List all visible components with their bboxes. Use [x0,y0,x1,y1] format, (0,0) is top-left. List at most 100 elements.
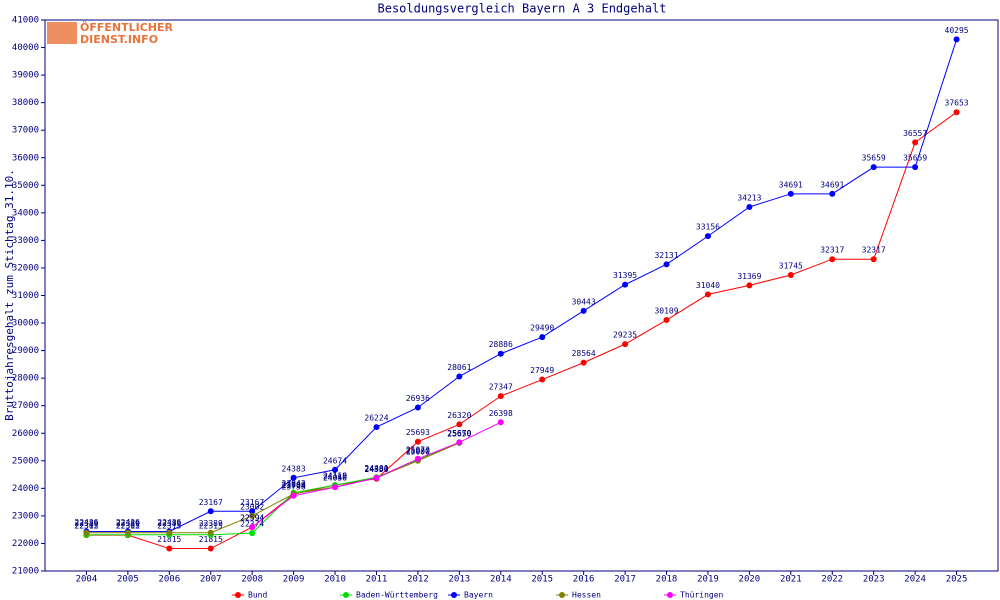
x-tick-label: 2005 [117,575,139,585]
y-tick-label: 34000 [12,208,39,218]
point [414,404,421,411]
point [332,484,339,491]
y-tick-label: 40000 [12,43,39,53]
y-tick-label: 41000 [12,16,39,26]
y-tick-label: 22000 [12,539,39,549]
data-label: 24380 [364,464,388,473]
data-label: 25000 [406,447,430,456]
series-line [86,441,460,536]
x-tick-label: 2024 [904,575,926,585]
data-label: 22302 [74,522,98,531]
point [787,190,794,197]
data-label: 23730 [282,482,306,491]
y-tick-label: 25000 [12,456,39,466]
data-label: 32131 [654,251,678,260]
data-label: 24350 [364,465,388,474]
point [332,466,339,473]
data-label: 23002 [240,502,264,511]
y-tick-label: 32000 [12,263,39,273]
point [497,419,504,426]
x-tick-label: 2013 [449,575,471,585]
point [249,530,256,537]
data-label: 24383 [282,464,306,473]
point [580,307,587,314]
x-tick-label: 2006 [158,575,180,585]
data-label: 23167 [199,498,223,507]
point [953,36,960,43]
point [580,359,587,366]
point [622,281,629,288]
logo-text: DIENST.INFO [80,33,158,46]
y-tick-label: 35000 [12,181,39,191]
data-label: 22389 [74,519,98,528]
data-label: 36557 [903,129,927,138]
data-label: 31395 [613,271,637,280]
data-label: 33156 [696,223,720,232]
data-label: 34213 [737,193,761,202]
point [622,341,629,348]
point [456,373,463,380]
point [124,529,131,536]
y-tick-label: 23000 [12,511,39,521]
data-label: 24118 [323,472,347,481]
point [704,233,711,240]
chart-title: Besoldungsvergleich Bayern A 3 Endgehalt [378,2,667,16]
y-tick-label: 27000 [12,401,39,411]
y-tick-label: 33000 [12,236,39,246]
legend-marker [559,592,565,598]
point [249,508,256,515]
data-label: 22436 [157,518,181,527]
data-label: 27347 [489,383,513,392]
data-label: 25693 [406,428,430,437]
point [497,350,504,357]
x-tick-label: 2010 [324,575,346,585]
legend-label: Thüringen [680,591,724,600]
data-label: 22315 [199,521,223,530]
legend-label: Bund [248,591,267,600]
data-label: 24050 [323,473,347,482]
series-line [86,39,958,532]
point [290,474,297,481]
data-label: 27949 [530,366,554,375]
x-tick-label: 2019 [697,575,719,585]
data-label: 23784 [282,481,306,490]
point [207,508,214,515]
y-tick-label: 30000 [12,319,39,329]
point [953,109,960,116]
data-label: 29235 [613,331,637,340]
plot-frame [44,19,999,572]
point [166,545,173,552]
y-tick-label: 29000 [12,346,39,356]
y-tick-label: 28000 [12,374,39,384]
point [912,164,919,171]
logo-text: ÖFFENTLICHER [80,20,173,34]
point [746,203,753,210]
data-label: 21815 [199,535,223,544]
y-tick-label: 21000 [12,567,39,577]
point [373,424,380,431]
data-label: 26320 [447,411,471,420]
point [249,512,256,519]
legend-label: Bayern [464,591,493,600]
point [456,421,463,428]
data-label: 24119 [323,472,347,481]
data-label: 24040 [323,474,347,483]
data-label: 26936 [406,394,430,403]
point [829,190,836,197]
data-label: 22389 [116,519,140,528]
data-label: 22594 [240,514,264,523]
data-label: 32317 [862,246,886,255]
data-label: 34691 [820,180,844,189]
point [166,529,173,536]
data-label: 35659 [862,154,886,163]
series-line [86,442,460,534]
point [290,492,297,499]
data-label: 23842 [282,479,306,488]
x-tick-label: 2023 [863,575,885,585]
x-tick-label: 2020 [739,575,761,585]
data-label: 26224 [364,414,388,423]
x-tick-label: 2007 [200,575,222,585]
point [704,291,711,298]
x-tick-label: 2018 [656,575,678,585]
data-label: 23800 [282,480,306,489]
